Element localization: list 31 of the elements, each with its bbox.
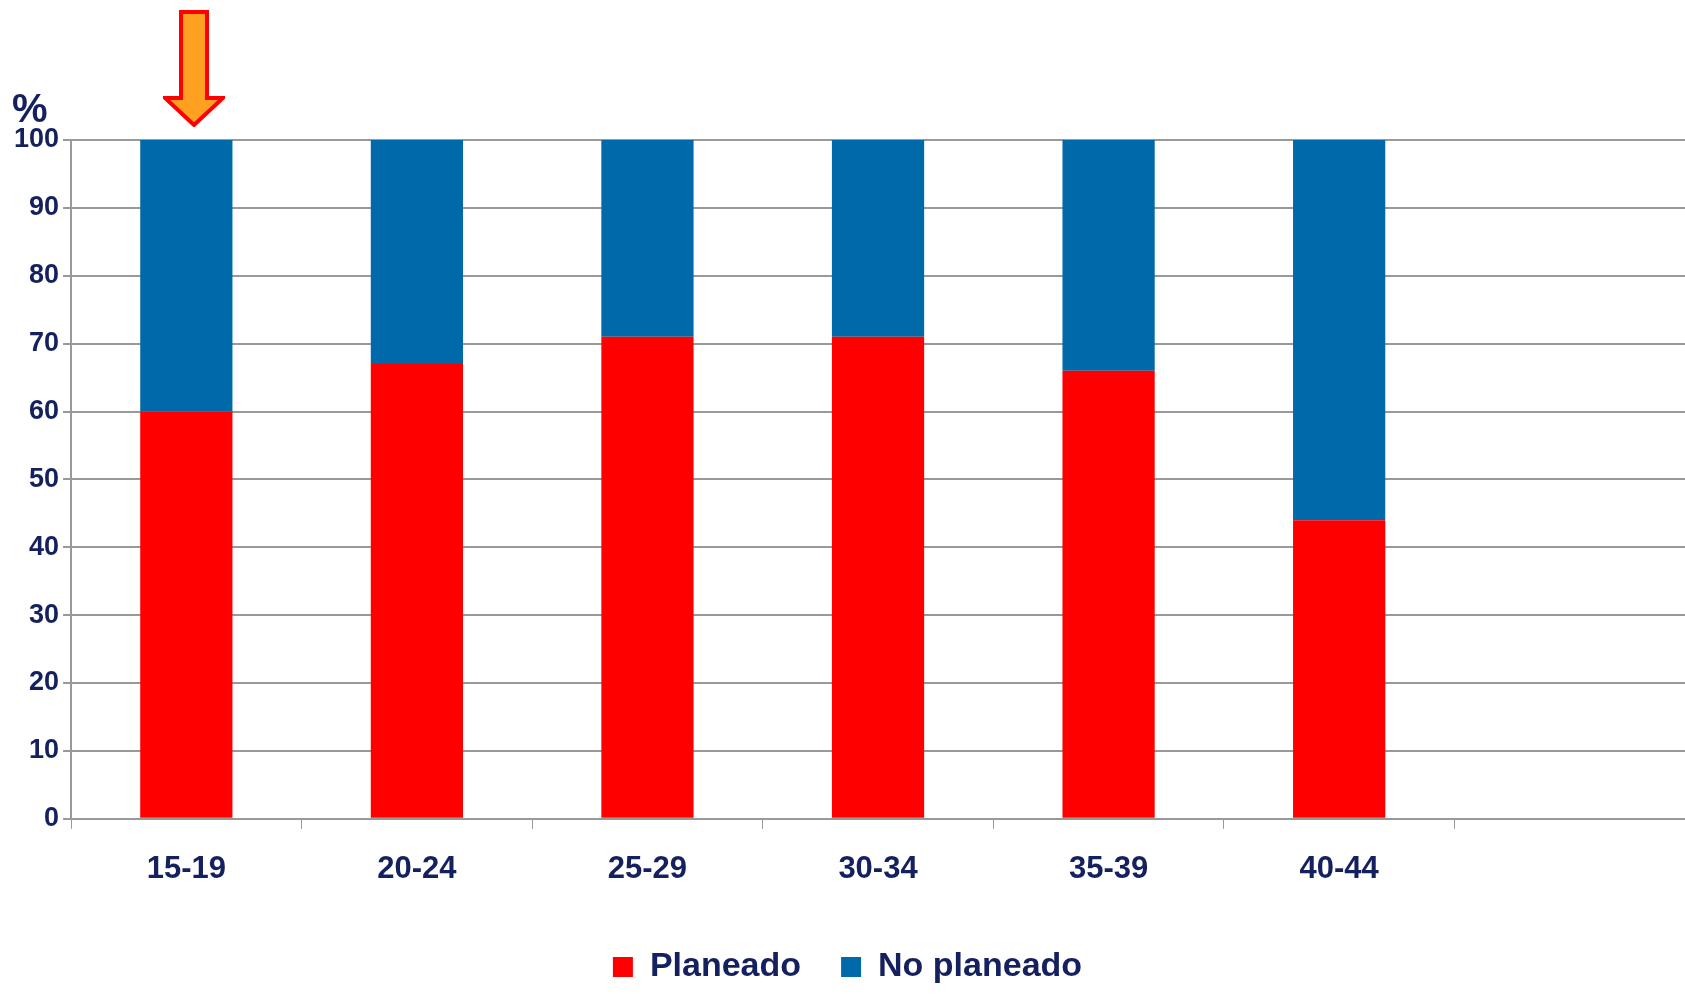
bar (831, 140, 925, 337)
x-tick-label: 30-34 (838, 849, 919, 885)
y-tick-label: 30 (29, 598, 60, 629)
y-tick-label: 100 (13, 123, 60, 154)
y-tick-label: 80 (29, 259, 60, 290)
y-tick-label: 90 (29, 191, 60, 222)
bar (831, 336, 925, 818)
y-tick-label: 70 (29, 327, 60, 358)
bar (1293, 140, 1386, 521)
x-tick-label: 20-24 (377, 849, 458, 885)
x-tick-label: 25-29 (607, 849, 688, 885)
y-tick-label: 40 (29, 530, 60, 561)
y-tick-label: 20 (29, 666, 60, 697)
x-tick-label: 15-19 (146, 849, 226, 885)
bar (370, 364, 464, 818)
bar (140, 411, 233, 818)
x-tick-label: 40-44 (1299, 849, 1380, 885)
y-tick-label: 0 (44, 802, 60, 833)
bar (601, 336, 694, 818)
bar (1062, 140, 1155, 371)
y-tick-label: 60 (29, 394, 60, 425)
legend-label: No planeado (878, 945, 1083, 984)
y-tick-label: 50 (29, 462, 60, 493)
bar (370, 140, 464, 364)
bar (1062, 370, 1155, 818)
y-tick-label: 10 (29, 734, 60, 765)
bar (1293, 520, 1386, 818)
legend-label: Planeado (649, 945, 802, 984)
bar (140, 140, 233, 412)
x-tick-label: 35-39 (1068, 849, 1149, 885)
bar (601, 140, 694, 337)
